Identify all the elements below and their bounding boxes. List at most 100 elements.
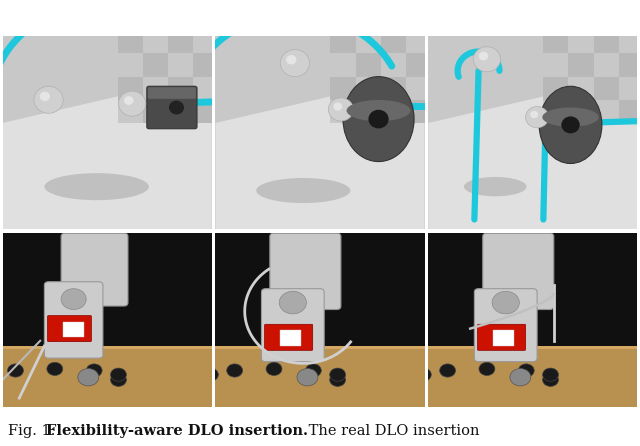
Bar (543, 77, 568, 100)
FancyBboxPatch shape (474, 289, 537, 362)
Bar (593, 30, 619, 54)
Bar (356, 100, 381, 123)
FancyBboxPatch shape (148, 87, 196, 99)
Bar (568, 77, 593, 100)
Bar (406, 54, 431, 77)
FancyBboxPatch shape (483, 233, 554, 310)
Text: Flexibility-aware DLO insertion.: Flexibility-aware DLO insertion. (46, 424, 308, 438)
Circle shape (474, 47, 500, 72)
Bar (381, 100, 406, 123)
Bar (3, 346, 212, 407)
FancyBboxPatch shape (270, 233, 341, 310)
Bar (330, 77, 356, 100)
Bar (143, 54, 168, 77)
Bar (193, 30, 218, 54)
Circle shape (111, 373, 126, 386)
Bar (428, 346, 637, 349)
Bar (619, 100, 640, 123)
Circle shape (492, 291, 519, 314)
Circle shape (78, 368, 99, 386)
Bar (543, 30, 568, 54)
Bar (168, 54, 193, 77)
Circle shape (266, 362, 282, 376)
Circle shape (440, 364, 456, 377)
Circle shape (61, 289, 86, 310)
Ellipse shape (539, 86, 602, 164)
Bar (63, 322, 84, 337)
Polygon shape (216, 94, 424, 229)
Bar (356, 30, 381, 54)
Bar (118, 77, 143, 100)
Bar (568, 54, 593, 77)
Polygon shape (428, 94, 637, 229)
Bar (118, 54, 143, 77)
Circle shape (561, 116, 580, 133)
Bar (381, 77, 406, 100)
Bar (593, 77, 619, 100)
Bar (193, 77, 218, 100)
Bar (543, 100, 568, 123)
Bar (406, 30, 431, 54)
Bar (143, 100, 168, 123)
Ellipse shape (256, 178, 350, 203)
Circle shape (8, 364, 24, 377)
FancyBboxPatch shape (47, 316, 92, 342)
FancyBboxPatch shape (61, 233, 128, 306)
Bar (381, 30, 406, 54)
Bar (568, 30, 593, 54)
Bar (168, 77, 193, 100)
Circle shape (40, 92, 50, 101)
Bar (118, 30, 143, 54)
Circle shape (543, 368, 559, 381)
Bar (381, 54, 406, 77)
Bar (406, 77, 431, 100)
Circle shape (124, 96, 134, 105)
Polygon shape (3, 94, 212, 229)
Circle shape (280, 50, 310, 77)
Circle shape (415, 368, 431, 381)
Bar (193, 54, 218, 77)
Circle shape (328, 98, 353, 121)
Circle shape (543, 373, 559, 386)
Bar (428, 346, 637, 407)
Text: Fig. 1:: Fig. 1: (8, 424, 60, 438)
Circle shape (330, 373, 346, 386)
Bar (3, 346, 212, 349)
Bar (143, 30, 168, 54)
Bar (168, 100, 193, 123)
Circle shape (369, 110, 388, 128)
Circle shape (510, 368, 531, 386)
Ellipse shape (44, 173, 149, 200)
Circle shape (525, 107, 548, 128)
Bar (143, 77, 168, 100)
Bar (406, 100, 431, 123)
Ellipse shape (464, 177, 527, 196)
FancyBboxPatch shape (44, 282, 103, 358)
Bar (280, 330, 301, 346)
Ellipse shape (346, 100, 410, 121)
Bar (356, 54, 381, 77)
FancyBboxPatch shape (147, 86, 197, 129)
Ellipse shape (343, 77, 414, 161)
Bar (543, 54, 568, 77)
Bar (118, 100, 143, 123)
Bar (619, 77, 640, 100)
FancyBboxPatch shape (262, 289, 324, 362)
Circle shape (202, 368, 218, 381)
Bar (568, 100, 593, 123)
Bar (193, 100, 218, 123)
Text: The real DLO insertion: The real DLO insertion (304, 424, 479, 438)
Circle shape (279, 291, 307, 314)
Circle shape (305, 364, 321, 377)
FancyBboxPatch shape (477, 324, 525, 350)
Bar (330, 54, 356, 77)
Circle shape (330, 368, 346, 381)
Circle shape (286, 55, 296, 65)
Bar (619, 54, 640, 77)
Bar (330, 30, 356, 54)
Bar (619, 30, 640, 54)
Circle shape (111, 368, 126, 381)
Circle shape (479, 52, 488, 61)
Bar (356, 77, 381, 100)
Circle shape (333, 103, 342, 111)
